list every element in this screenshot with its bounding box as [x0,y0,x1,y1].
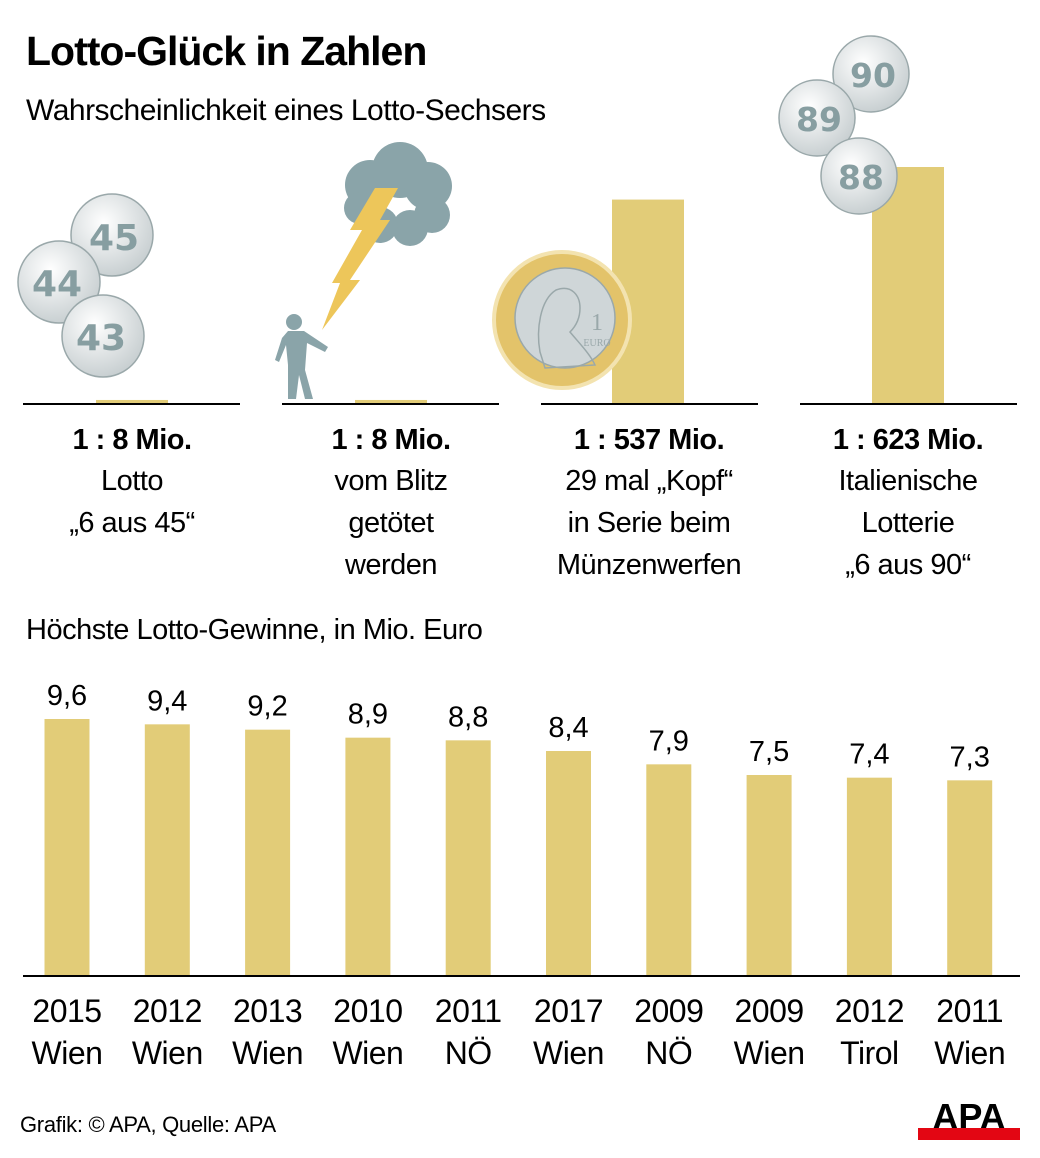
value-label: 8,9 [348,699,388,731]
value-label: 8,4 [548,712,588,744]
category-year: 2010 [333,993,403,1029]
ball-icon: 90 [832,35,910,113]
category-label: 2015 Wien [17,990,117,1074]
source-credit: Grafik: © APA, Quelle: APA [20,1112,276,1137]
probability-item: 1 : 8 Mio. vom Blitz getötet werden [271,420,511,586]
value-label: 8,8 [448,701,488,733]
svg-text:45: 45 [89,218,139,259]
svg-text:1: 1 [591,310,603,336]
probability-desc-line: in Serie beim [567,507,731,539]
svg-text:88: 88 [838,158,884,197]
probability-desc-line: 29 mal „Kopf“ [565,465,733,497]
probability-ratio: 1 : 537 Mio. [573,424,725,456]
winnings-bar [445,740,491,975]
winnings-bar [947,780,993,975]
category-year: 2011 [936,993,1004,1029]
value-label: 7,4 [849,739,889,771]
ball-icon: 43 [61,294,145,378]
category-region: Wien [31,1035,103,1071]
person-icon [275,314,328,399]
ball-icon: 89 [778,79,856,157]
ball-icon: 45 [70,193,154,277]
probability-ratio: 1 : 623 Mio. [832,424,984,456]
value-label: 7,3 [950,741,990,773]
winnings-bar [746,775,792,975]
winnings-bar [44,719,90,975]
category-label: 2017 Wien [519,990,619,1074]
category-region: Wien [934,1035,1006,1071]
lightning-icon [322,188,398,330]
chart-title: Lotto-Glück in Zahlen [26,28,427,74]
probability-bar [872,167,944,403]
svg-text:89: 89 [796,100,842,139]
probability-desc-line: Münzenwerfen [556,549,742,581]
value-label: 7,5 [749,736,789,768]
category-label: 2011 NÖ [418,990,518,1074]
category-label: 2012 Tirol [819,990,919,1074]
category-region: NÖ [645,1035,693,1071]
value-label: 7,9 [649,725,689,757]
ball-icon: 88 [820,137,898,215]
probability-desc-line: „6 aus 45“ [69,507,195,539]
category-label: 2009 Wien [719,990,819,1074]
probability-bar [96,399,168,403]
category-year: 2013 [233,993,303,1029]
category-year: 2011 [434,993,502,1029]
probability-desc-line: werden [344,549,438,581]
category-region: Tirol [840,1035,899,1071]
winnings-bar [846,777,892,975]
svg-text:EURO: EURO [583,338,610,349]
category-label: 2009 NÖ [619,990,719,1074]
svg-text:44: 44 [32,264,82,305]
probability-item: 1 : 8 Mio. Lotto „6 aus 45“ [12,420,252,544]
apa-logo: APA [918,1098,1020,1140]
category-year: 2009 [634,993,704,1029]
probability-desc-line: Lotterie [861,507,955,539]
value-label: 9,6 [47,680,87,712]
probability-desc-line: „6 aus 90“ [845,549,971,581]
category-label: 2010 Wien [318,990,418,1074]
category-region: Wien [232,1035,304,1071]
svg-text:90: 90 [850,56,896,95]
winnings-bar [245,729,291,975]
category-year: 2012 [132,993,203,1029]
probability-desc-line: Lotto [101,465,164,497]
winnings-bar [646,764,692,975]
value-label: 9,2 [247,691,287,723]
probability-chart: 45 44 43 1 EURO 90 [17,35,1017,405]
probability-desc-line: getötet [348,507,434,539]
probability-ratio: 1 : 8 Mio. [72,424,192,456]
winnings-bar [345,737,391,975]
probability-item: 1 : 537 Mio. 29 mal „Kopf“ in Serie beim… [529,420,769,586]
winnings-bar [144,724,190,975]
category-label: 2013 Wien [218,990,318,1074]
category-year: 2015 [32,993,102,1029]
lotto-balls-icon: 45 44 43 [17,193,154,378]
category-region: NÖ [444,1035,493,1071]
probability-desc-line: vom Blitz [334,465,448,497]
winnings-bar [546,751,591,975]
category-region: Wien [131,1035,203,1071]
category-year: 2012 [834,993,905,1029]
probability-item: 1 : 623 Mio. Italienische Lotterie „6 au… [788,420,1028,586]
category-region: Wien [332,1035,404,1071]
lotto-balls-icon: 90 89 88 [778,35,910,215]
probability-bar [355,399,427,403]
value-label: 9,4 [147,685,187,717]
category-label: 2012 Wien [117,990,217,1074]
category-year: 2017 [533,993,604,1029]
cloud-icon [344,142,452,246]
probability-desc-line: Italienische [838,465,978,497]
winnings-chart-title: Höchste Lotto-Gewinne, in Mio. Euro [26,614,483,646]
category-region: Wien [733,1035,805,1071]
category-region: Wien [533,1035,604,1071]
chart-subtitle: Wahrscheinlichkeit eines Lotto-Sechsers [26,94,546,127]
euro-coin-icon: 1 EURO [492,250,632,390]
probability-ratio: 1 : 8 Mio. [331,424,451,456]
svg-text:43: 43 [76,318,126,359]
category-year: 2009 [734,993,805,1029]
category-label: 2011 Wien [920,990,1020,1074]
